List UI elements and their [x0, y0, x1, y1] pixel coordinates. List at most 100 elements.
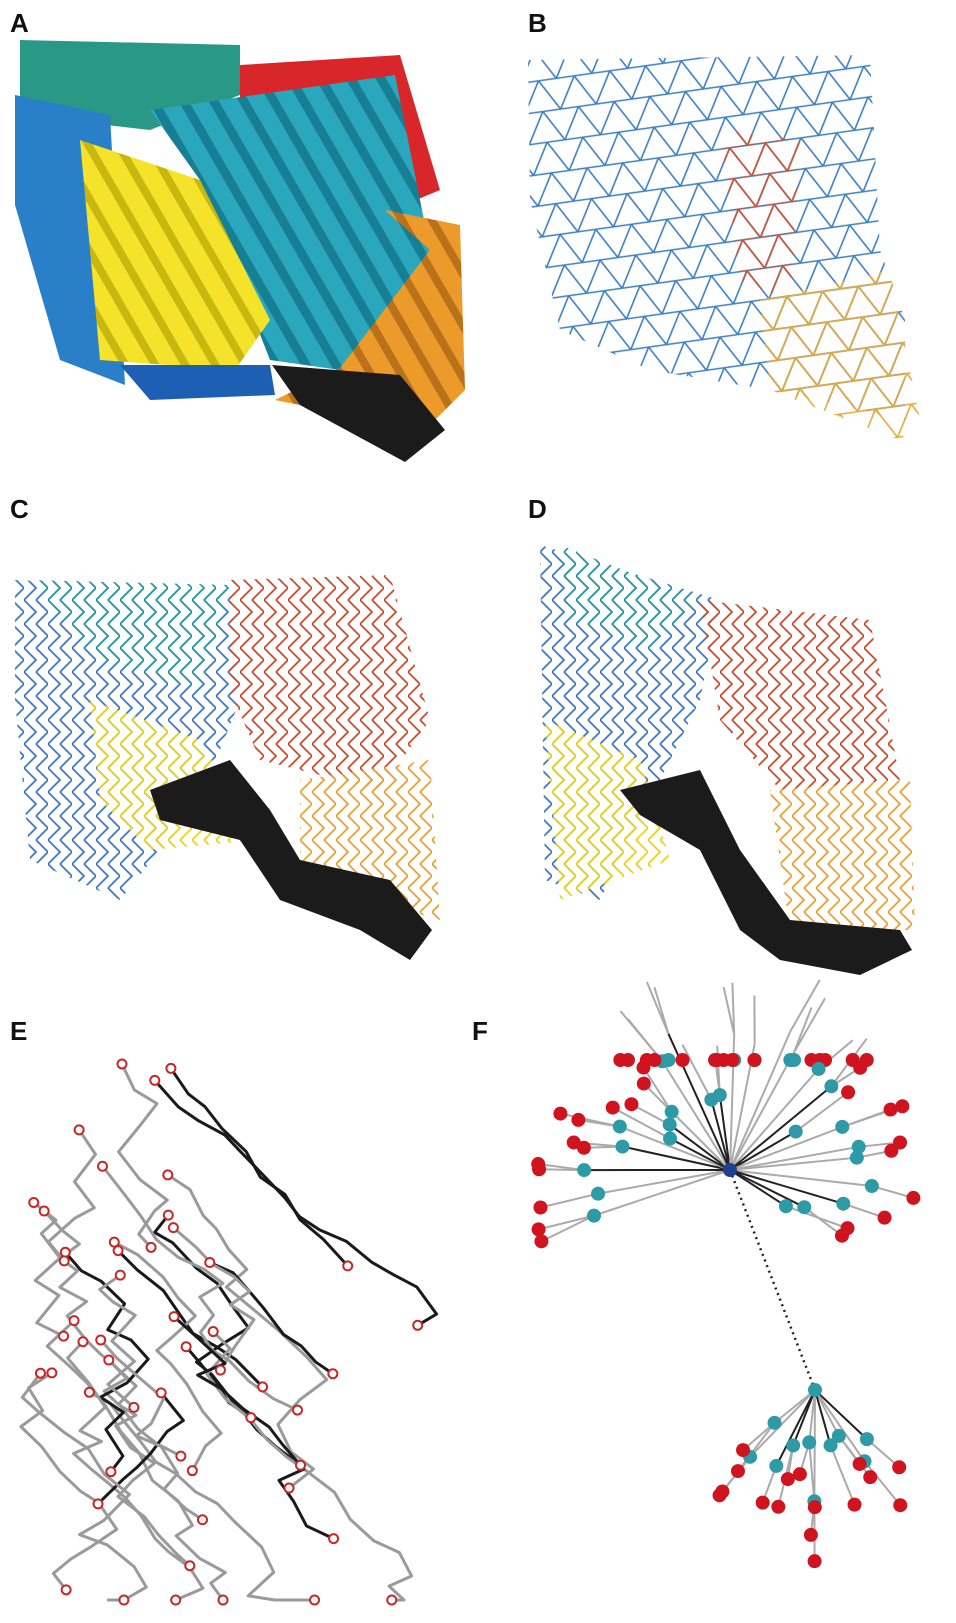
- end-node: [85, 1388, 94, 1397]
- node: [624, 1097, 638, 1111]
- panel-label: C: [10, 494, 29, 524]
- node: [613, 1120, 627, 1134]
- node: [615, 1140, 629, 1154]
- path-field: [700, 600, 900, 790]
- end-node: [185, 1561, 194, 1570]
- edge: [730, 1069, 819, 1170]
- node: [713, 1488, 727, 1502]
- end-node: [106, 1467, 115, 1476]
- edge: [776, 1390, 815, 1466]
- node: [793, 1467, 807, 1481]
- end-node: [170, 1312, 179, 1321]
- path-field: [770, 780, 915, 930]
- end-node: [387, 1596, 396, 1605]
- node: [850, 1151, 864, 1165]
- node: [577, 1163, 591, 1177]
- end-node: [293, 1406, 302, 1415]
- edge: [831, 1445, 855, 1504]
- node: [637, 1077, 651, 1091]
- node: [661, 1053, 675, 1067]
- edge: [643, 1068, 671, 1112]
- node: [571, 1113, 585, 1127]
- node: [841, 1221, 855, 1235]
- edge: [540, 1194, 598, 1208]
- node: [835, 1120, 849, 1134]
- panel-label: D: [528, 494, 547, 524]
- end-node: [119, 1596, 128, 1605]
- end-node: [258, 1382, 267, 1391]
- node: [768, 1416, 782, 1430]
- node: [663, 1132, 677, 1146]
- panel-e: [21, 1059, 437, 1604]
- node: [725, 1053, 739, 1067]
- node: [884, 1144, 898, 1158]
- node: [587, 1209, 601, 1223]
- edge: [594, 1170, 730, 1216]
- edge: [842, 1110, 890, 1127]
- end-node: [310, 1596, 319, 1605]
- node: [906, 1191, 920, 1205]
- end-node: [59, 1332, 68, 1341]
- node: [747, 1053, 761, 1067]
- end-node: [62, 1585, 71, 1594]
- node: [808, 1500, 822, 1514]
- end-node: [60, 1256, 69, 1265]
- end-node: [36, 1369, 45, 1378]
- path: [34, 1202, 64, 1336]
- end-node: [75, 1125, 84, 1134]
- end-node: [329, 1534, 338, 1543]
- node: [676, 1053, 690, 1067]
- node: [731, 1464, 745, 1478]
- node: [532, 1222, 546, 1236]
- end-node: [110, 1238, 119, 1247]
- end-node: [413, 1321, 422, 1330]
- end-node: [246, 1413, 255, 1422]
- node: [892, 1460, 906, 1474]
- region: [120, 365, 275, 400]
- node: [771, 1500, 785, 1514]
- node: [848, 1498, 862, 1512]
- edge: [794, 998, 825, 1052]
- end-node: [171, 1596, 180, 1605]
- node: [781, 1472, 795, 1486]
- end-node: [209, 1327, 218, 1336]
- edge: [560, 1114, 619, 1127]
- node: [824, 1079, 838, 1093]
- node: [736, 1443, 750, 1457]
- node: [533, 1200, 547, 1214]
- node: [553, 1107, 567, 1121]
- edge: [654, 987, 668, 1034]
- node: [893, 1498, 907, 1512]
- end-node: [169, 1223, 178, 1232]
- node: [591, 1187, 605, 1201]
- panel-label: E: [10, 1016, 27, 1046]
- node: [756, 1496, 770, 1510]
- end-node: [96, 1335, 105, 1344]
- node: [853, 1061, 867, 1075]
- node: [863, 1470, 877, 1484]
- node: [853, 1457, 867, 1471]
- edge: [541, 1216, 594, 1242]
- node: [534, 1234, 548, 1248]
- end-node: [147, 1243, 156, 1252]
- end-node: [164, 1211, 173, 1220]
- end-node: [157, 1388, 166, 1397]
- node: [789, 1125, 803, 1139]
- node: [663, 1118, 677, 1132]
- node: [812, 1062, 826, 1076]
- node: [577, 1141, 591, 1155]
- end-node: [116, 1271, 125, 1280]
- node: [787, 1053, 801, 1067]
- edge: [786, 1206, 848, 1228]
- node: [878, 1211, 892, 1225]
- node: [884, 1103, 898, 1117]
- path-field: [230, 575, 430, 790]
- node: [797, 1200, 811, 1214]
- end-node: [296, 1461, 305, 1470]
- end-node: [117, 1059, 126, 1068]
- edge: [730, 1086, 831, 1170]
- end-node: [29, 1198, 38, 1207]
- figure: A B C D E F: [0, 0, 956, 1623]
- panel-label: A: [10, 8, 29, 38]
- node: [808, 1554, 822, 1568]
